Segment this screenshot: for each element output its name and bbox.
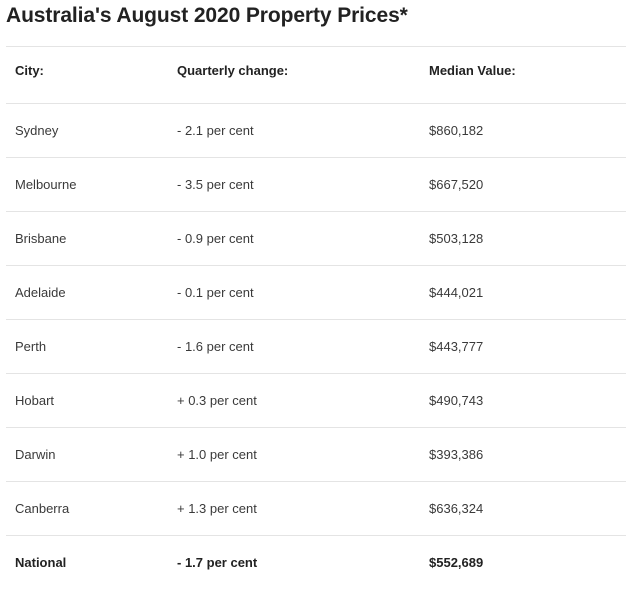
national-city-cell: National — [6, 536, 177, 589]
property-prices-table: City: Quarterly change: Median Value: Sy… — [6, 46, 626, 589]
table-row: Melbourne - 3.5 per cent $667,520 — [6, 158, 626, 212]
quarterly-change-cell: + 1.3 per cent — [177, 482, 429, 536]
table-row: Brisbane - 0.9 per cent $503,128 — [6, 212, 626, 266]
median-value-cell: $393,386 — [429, 428, 626, 482]
national-total-row: National - 1.7 per cent $552,689 — [6, 536, 626, 589]
quarterly-change-cell: - 0.9 per cent — [177, 212, 429, 266]
median-value-cell: $444,021 — [429, 266, 626, 320]
quarterly-change-cell: - 3.5 per cent — [177, 158, 429, 212]
city-cell: Melbourne — [6, 158, 177, 212]
table-row: Darwin + 1.0 per cent $393,386 — [6, 428, 626, 482]
city-cell: Perth — [6, 320, 177, 374]
table-header-row: City: Quarterly change: Median Value: — [6, 47, 626, 104]
median-value-cell: $667,520 — [429, 158, 626, 212]
national-quarterly-change-cell: - 1.7 per cent — [177, 536, 429, 589]
median-value-cell: $490,743 — [429, 374, 626, 428]
city-cell: Brisbane — [6, 212, 177, 266]
quarterly-change-cell: - 1.6 per cent — [177, 320, 429, 374]
column-header-quarterly-change: Quarterly change: — [177, 47, 429, 104]
city-cell: Hobart — [6, 374, 177, 428]
median-value-cell: $443,777 — [429, 320, 626, 374]
quarterly-change-cell: - 2.1 per cent — [177, 104, 429, 158]
table-row: Canberra + 1.3 per cent $636,324 — [6, 482, 626, 536]
quarterly-change-cell: + 1.0 per cent — [177, 428, 429, 482]
quarterly-change-cell: + 0.3 per cent — [177, 374, 429, 428]
column-header-city: City: — [6, 47, 177, 104]
quarterly-change-cell: - 0.1 per cent — [177, 266, 429, 320]
median-value-cell: $860,182 — [429, 104, 626, 158]
table-row: Hobart + 0.3 per cent $490,743 — [6, 374, 626, 428]
table-row: Adelaide - 0.1 per cent $444,021 — [6, 266, 626, 320]
city-cell: Sydney — [6, 104, 177, 158]
median-value-cell: $636,324 — [429, 482, 626, 536]
table-row: Sydney - 2.1 per cent $860,182 — [6, 104, 626, 158]
median-value-cell: $503,128 — [429, 212, 626, 266]
national-median-value-cell: $552,689 — [429, 536, 626, 589]
city-cell: Adelaide — [6, 266, 177, 320]
page-title: Australia's August 2020 Property Prices* — [6, 4, 408, 28]
column-header-median-value: Median Value: — [429, 47, 626, 104]
city-cell: Darwin — [6, 428, 177, 482]
table-row: Perth - 1.6 per cent $443,777 — [6, 320, 626, 374]
city-cell: Canberra — [6, 482, 177, 536]
